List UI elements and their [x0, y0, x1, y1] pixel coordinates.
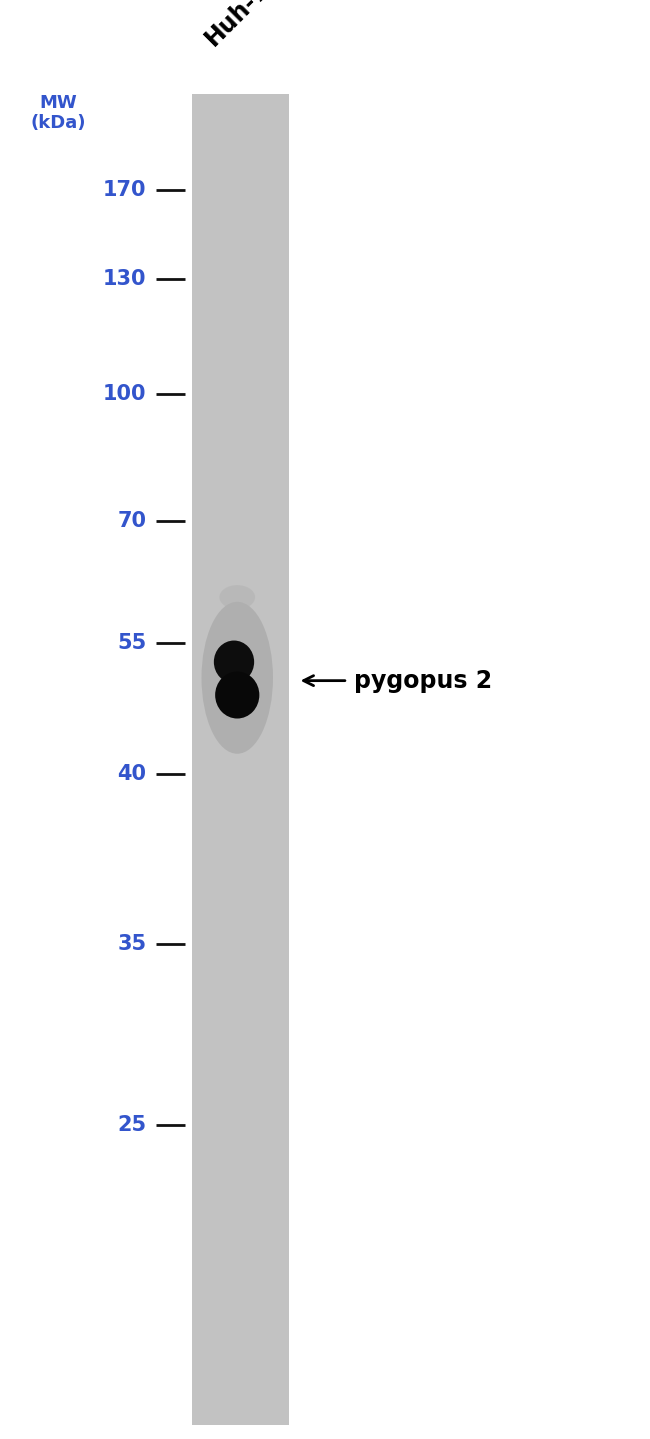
Text: 55: 55: [117, 633, 146, 653]
Ellipse shape: [215, 672, 259, 718]
Ellipse shape: [202, 602, 273, 754]
Text: 25: 25: [117, 1115, 146, 1135]
Text: MW
(kDa): MW (kDa): [31, 94, 86, 132]
Text: pygopus 2: pygopus 2: [354, 669, 493, 692]
Text: 130: 130: [103, 269, 146, 289]
Text: 35: 35: [117, 934, 146, 954]
Ellipse shape: [214, 640, 254, 684]
Text: 70: 70: [117, 511, 146, 531]
Text: 170: 170: [103, 180, 146, 200]
Text: Huh-7: Huh-7: [201, 0, 274, 50]
Text: 100: 100: [103, 384, 146, 404]
Bar: [192, 94, 289, 1425]
Text: 40: 40: [117, 764, 146, 784]
Ellipse shape: [220, 586, 255, 609]
